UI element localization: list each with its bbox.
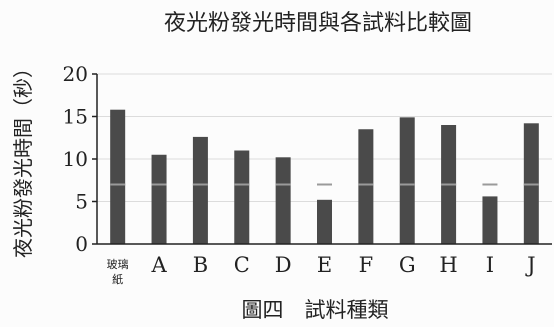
bar-band [151,183,167,186]
x-tick-label: D [275,253,292,277]
bar-band [523,183,539,186]
bar [317,199,332,244]
bar [110,109,126,244]
bar-band [275,183,291,186]
bar-band [441,183,457,186]
y-tick-label: 20 [63,62,88,86]
gridlines [92,73,552,245]
bar-band [399,183,415,186]
x-tick-label: G [399,253,416,277]
y-axis-label: 夜光粉發光時間（秒） [11,58,35,258]
bar [192,136,208,244]
bar [399,117,415,244]
y-tick-label: 10 [63,147,88,171]
x-tick-label: B [193,253,208,277]
x-axis-label: 圖四 試料種類 [242,298,389,322]
y-tick-labels: 0 5 10 15 20 [63,62,88,256]
x-tick-label: 玻璃 [107,257,129,271]
x-tick-label: A [150,253,167,277]
bar [275,157,291,244]
x-tick-label: 紙 [112,272,123,286]
y-tick-label: 0 [75,232,88,256]
bar [358,129,374,244]
x-tick-label: F [359,253,374,277]
y-tick-label: 5 [75,190,88,214]
x-tick-label: E [317,253,332,277]
bar-band [358,183,374,186]
x-tick-label: I [486,253,494,277]
x-tick-label: J [525,253,535,277]
bar-band [234,183,250,186]
bar-band [110,183,126,186]
x-tick-label: H [439,253,457,277]
chart-title: 夜光粉發光時間與各試料比較圖 [164,11,472,36]
axes [96,74,552,245]
y-tick-label: 15 [63,105,88,129]
bar-band [482,183,498,186]
bar [234,150,250,244]
bars [110,109,539,244]
bar-band [317,183,332,186]
bar-band [192,183,208,186]
bar [151,154,167,244]
x-tick-label: C [234,253,250,277]
x-tick-labels: 玻璃紙 A B C D E F G H I J [107,253,536,286]
bar [482,196,498,244]
